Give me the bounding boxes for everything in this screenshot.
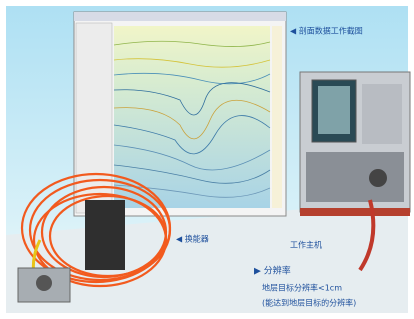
screen-label: ◀ 剖面数据工作截图 bbox=[290, 26, 363, 36]
photo: ◀ 剖面数据工作截图 ◀ 换能器 工作主机 ▶ 分辨率 地层目标分辨率<1cm … bbox=[0, 0, 414, 319]
host-label: 工作主机 bbox=[290, 240, 322, 250]
resolution-line: 地层目标分辨率<1cm bbox=[262, 283, 342, 293]
transducer-label: ◀ 换能器 bbox=[176, 234, 209, 244]
screenshot-window bbox=[74, 12, 286, 216]
transducer-body bbox=[85, 200, 125, 270]
resolution-title: ▶ 分辨率 bbox=[254, 265, 291, 277]
resolution-note: (能达到地层目标的分辨率) bbox=[262, 298, 356, 308]
connector bbox=[36, 275, 52, 291]
